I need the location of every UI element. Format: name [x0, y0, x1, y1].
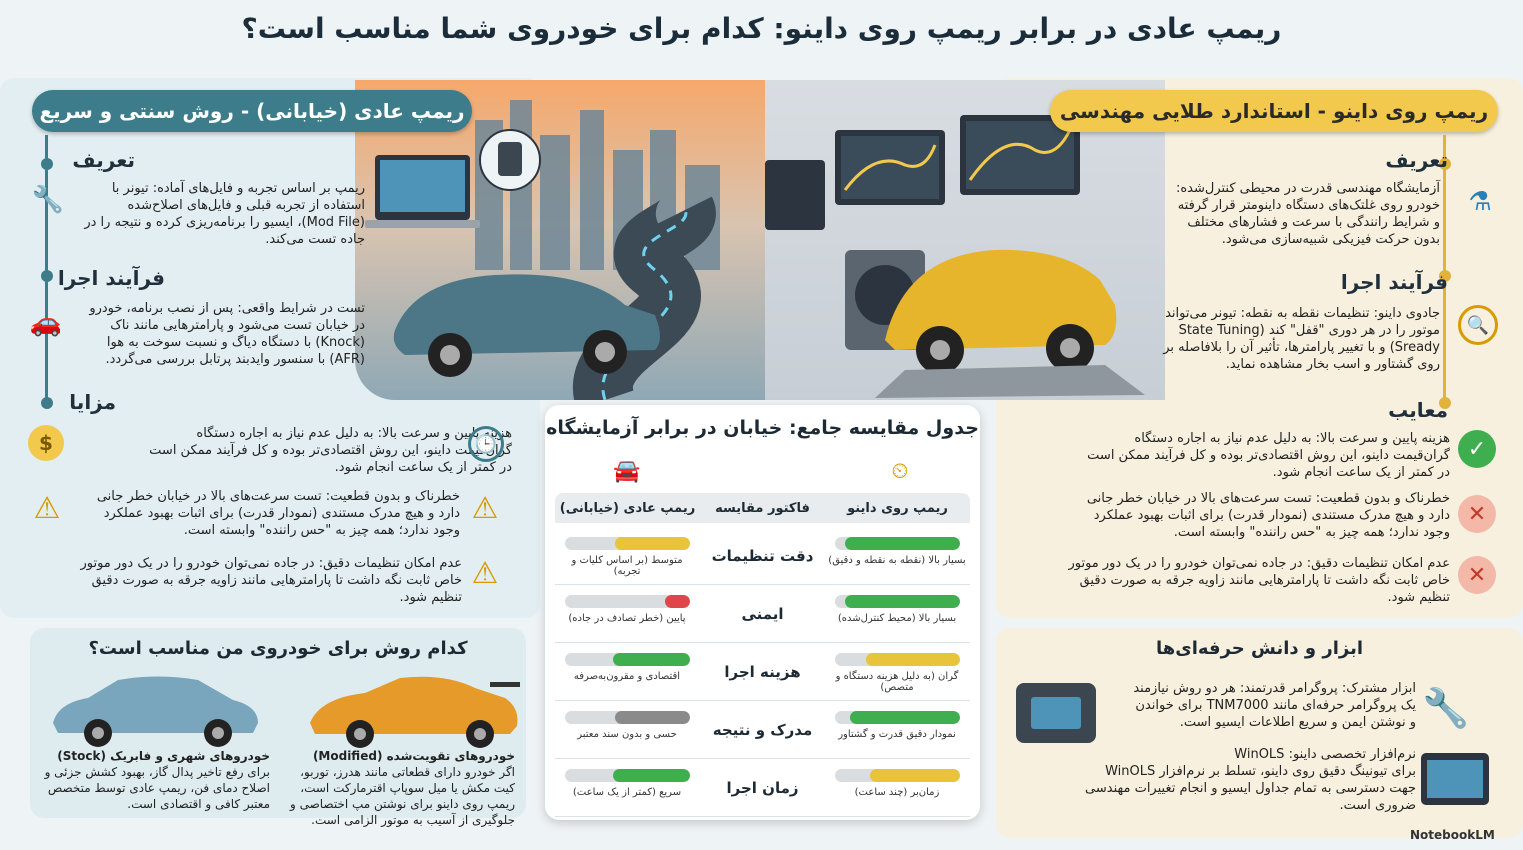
timeline-dot [41, 397, 53, 409]
dyno-level-label: بسیار بالا (نقطه به نقطه و دقیق) [828, 555, 966, 566]
drawbacks-heading: معایب [1388, 398, 1448, 422]
dyno-level-label: بسیار بالا (محیط کنترل‌شده) [837, 613, 957, 624]
car-speed-icon: 🚗 [29, 308, 63, 338]
which-title: کدام روش برای خودروی من مناسب است؟ [88, 638, 468, 659]
wrench-icon: 🔧 [1422, 685, 1470, 730]
factor-label: هزینه اجرا [724, 663, 801, 681]
dyno-level-bar [835, 595, 960, 608]
street-remap-ribbon: ریمپ عادی (خیابانی) - روش سنتی و سریع [32, 90, 472, 132]
row-divider [555, 758, 970, 759]
x-circle-icon: ✕ [1458, 556, 1496, 594]
tools-title: ابزار و دانش حرفه‌ای‌ها [1155, 638, 1364, 659]
street-car-icon [393, 274, 660, 377]
left-process-text: تست در شرایط واقعی: پس از نصب برنامه، خو… [89, 301, 365, 367]
monitor-icon [1421, 753, 1489, 805]
row-divider [555, 700, 970, 701]
dyno-car-icon [885, 249, 1117, 374]
timeline-dot [1439, 397, 1451, 409]
right-definition-text: آزمایشگاه مهندسی قدرت در محیطی کنترل‌شده… [1175, 181, 1440, 247]
row-divider [555, 642, 970, 643]
left-risk-text: خطرناک و بدون قطعیت: تست سرعت‌های بالا د… [96, 489, 460, 538]
street-level-label: حسی و بدون سند معتبر [577, 729, 677, 740]
tools-card: ابزار و دانش حرفه‌ای‌ها 🔧 ابزار مشترک: پ… [996, 628, 1523, 838]
row-divider [555, 816, 970, 817]
dyno-level-label: گران (به دلیل هزینه دستگاه و متصص) [835, 671, 959, 693]
left-benefit-cost: هزینه پایین و سرعت بالا: به دلیل عدم نیا… [149, 426, 512, 475]
stock-cars-text: خودروهای شهری و فابریک (Stock) برای رفع ت… [44, 749, 270, 811]
street-level-label: پایین (خطر تصادف در جاده) [568, 613, 686, 624]
col-header-factor: فاکتور مقایسه [700, 493, 825, 523]
magnifier-icon: 🔍 [1458, 305, 1498, 345]
street-level-label: متوسط (بر اساس کلیات و تجربه) [571, 555, 683, 577]
right-process-heading: فرآیند اجرا [1340, 270, 1448, 294]
street-level-bar [565, 537, 690, 550]
col-header-street: ریمپ عادی (خیابانی) [555, 493, 700, 523]
left-definition-text: ریمپ بر اساس تجربه و فایل‌های آماده: تیو… [84, 181, 365, 247]
left-definition-heading: تعریف [72, 148, 135, 172]
modified-car-icon [310, 676, 520, 748]
col-header-dyno: ریمپ روی داینو [825, 493, 970, 523]
gauge-icon: ⏲ [891, 458, 909, 484]
dyno-level-label: زمان‌بر (چند ساعت) [854, 787, 940, 798]
dyno-level-bar [835, 769, 960, 782]
factor-label: مدرک و نتیجه [712, 721, 813, 739]
street-level-label: سریع (کمتر از یک ساعت) [572, 787, 682, 798]
warning-icon: ⚠ [471, 490, 499, 526]
timeline-dot [41, 158, 53, 170]
dyno-scene-illustration [765, 80, 1165, 400]
programmer-device-icon [1016, 683, 1096, 743]
timeline-dot [1439, 158, 1451, 170]
stock-car-icon [53, 676, 258, 747]
modified-cars-text: خودروهای تقویت‌شده (Modified) اگر خودرو د… [289, 749, 515, 827]
warning-icon: ⚠ [33, 490, 61, 526]
x-circle-icon: ✕ [1458, 495, 1496, 533]
timeline-dot [1439, 270, 1451, 282]
car-icon: 🚘 [613, 458, 641, 484]
right-precision-text: عدم امکان تنظیمات دقیق: در جاده نمی‌توان… [1068, 556, 1450, 605]
street-scene-illustration [355, 80, 765, 400]
page-title: ریمپ عادی در برابر ریمپ روی داینو: کدام … [241, 12, 1282, 45]
right-definition-heading: تعریف [1385, 148, 1448, 172]
left-precision-text: عدم امکان تنظیمات دقیق: در جاده نمی‌توان… [80, 556, 462, 605]
flask-icon: ⚗ [1468, 187, 1492, 217]
dyno-level-label: نمودار دقیق قدرت و گشتاور [838, 729, 956, 740]
right-cost-text: هزینه پایین و سرعت بالا: به دلیل عدم نیا… [1087, 431, 1450, 480]
left-process-heading: فرآیند اجرا [57, 266, 165, 290]
wrench-icon: 🔧 [31, 185, 65, 215]
clock-icon: 🕒 [468, 426, 504, 462]
street-level-bar [565, 711, 690, 724]
coin-icon: $ [28, 425, 64, 461]
check-icon: ✓ [1458, 430, 1496, 468]
factor-label: ایمنی [741, 605, 784, 623]
comparison-table: جدول مقایسه جامع: خیابان در برابر آزمایش… [545, 405, 980, 820]
tools-common-text: ابزار مشترک: پروگرامر قدرتمند: هر دو روش… [1133, 681, 1416, 730]
tools-software-text: نرم‌افزار تخصصی داینو: WinOLS برای تیونین… [1085, 747, 1416, 813]
street-level-bar [565, 769, 690, 782]
which-method-card: کدام روش برای خودروی من مناسب است؟ خودرو… [30, 628, 526, 827]
dyno-level-bar [835, 711, 960, 724]
street-level-label: اقتصادی و مقرون‌به‌صرفه [573, 671, 681, 682]
notebooklm-brand: NotebookLM [1410, 828, 1495, 842]
dyno-level-bar [835, 653, 960, 666]
street-level-bar [565, 595, 690, 608]
right-risk-text: خطرناک و بدون قطعیت: تست سرعت‌های بالا د… [1086, 491, 1450, 540]
table-title: جدول مقایسه جامع: خیابان در برابر آزمایش… [546, 417, 979, 439]
factor-label: دقت تنظیمات [711, 547, 814, 565]
timeline-dot [41, 270, 53, 282]
factor-label: زمان اجرا [726, 779, 799, 797]
dyno-level-bar [835, 537, 960, 550]
street-level-bar [565, 653, 690, 666]
right-process-text: جادوی داینو: تنظیمات نقطه به نقطه: تیونر… [1163, 306, 1440, 372]
warning-icon: ⚠ [471, 555, 499, 591]
dyno-remap-ribbon: ریمپ روی داینو - استاندارد طلایی مهندسی [1050, 90, 1498, 132]
row-divider [555, 584, 970, 585]
benefits-heading: مزایا [69, 390, 116, 414]
